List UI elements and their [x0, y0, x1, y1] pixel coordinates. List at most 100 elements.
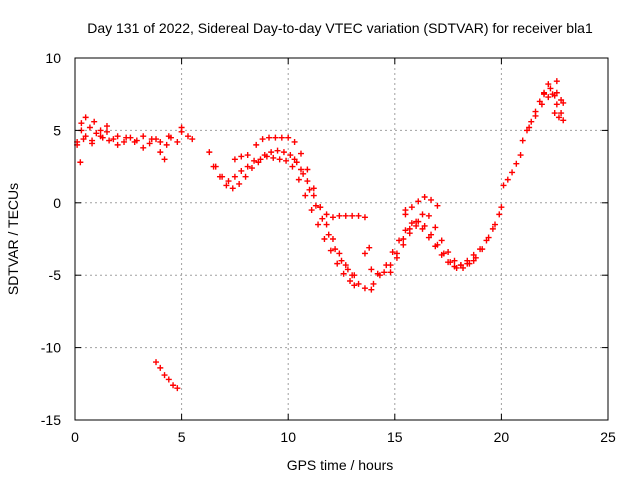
data-point: [278, 134, 285, 141]
data-point: [78, 120, 85, 127]
data-point: [291, 156, 298, 163]
data-point: [140, 133, 147, 140]
data-point: [167, 134, 174, 141]
data-point: [492, 221, 499, 228]
y-axis-label: SDTVAR / TECUs: [5, 183, 21, 295]
data-point: [255, 159, 262, 166]
data-point: [400, 236, 407, 242]
data-point: [323, 211, 330, 218]
data-point: [361, 285, 368, 292]
data-point: [280, 149, 287, 156]
data-point: [500, 182, 507, 189]
series-arc-13: [387, 211, 477, 276]
data-point: [396, 237, 403, 244]
data-point: [421, 222, 428, 229]
y-tick-label: -15: [41, 412, 61, 428]
data-point: [434, 202, 441, 209]
data-point: [425, 212, 432, 219]
series-arc-15: [500, 152, 524, 189]
data-point: [400, 241, 407, 248]
data-point: [323, 221, 330, 228]
data-point: [306, 186, 313, 193]
data-point: [555, 114, 562, 121]
data-point: [251, 157, 258, 164]
data-point: [157, 149, 164, 156]
data-point: [229, 185, 236, 192]
data-point: [332, 246, 339, 253]
series-arc-3: [78, 114, 110, 134]
data-point: [432, 224, 439, 231]
data-point: [291, 138, 298, 145]
data-point: [82, 114, 89, 121]
series-arc-1: [74, 127, 168, 163]
data-point: [489, 225, 496, 232]
data-point: [415, 198, 422, 205]
data-point: [283, 157, 290, 164]
data-point: [300, 170, 307, 177]
series-arc-19: [551, 110, 567, 124]
data-point: [532, 112, 539, 119]
data-point: [174, 138, 181, 145]
series-arc-10: [291, 156, 368, 221]
data-point: [485, 234, 492, 241]
series-arc-2: [74, 133, 172, 151]
data-point: [297, 150, 304, 157]
data-point: [344, 266, 351, 273]
data-point: [206, 149, 213, 156]
data-point: [381, 269, 388, 276]
data-point: [376, 272, 383, 279]
data-point: [526, 124, 533, 131]
data-point: [434, 241, 441, 248]
data-point: [560, 117, 567, 124]
y-tick-label: 5: [53, 122, 61, 138]
data-point: [253, 141, 260, 148]
x-tick-label: 5: [178, 429, 186, 445]
data-point: [406, 230, 413, 237]
data-point: [146, 140, 153, 147]
data-point: [464, 260, 471, 267]
data-point: [310, 185, 317, 192]
data-point: [270, 154, 277, 161]
y-tick-label: -10: [41, 340, 61, 356]
data-point: [319, 215, 326, 222]
data-point: [342, 262, 349, 269]
data-point: [496, 211, 503, 218]
series-arc-6: [206, 149, 358, 289]
data-point: [325, 231, 332, 238]
y-tick-label: 10: [45, 50, 61, 66]
data-point: [428, 231, 435, 238]
series-arc-18: [541, 85, 567, 106]
y-axis-ticks: -15 -10 -5 0 5 10: [41, 50, 608, 428]
data-point: [161, 156, 168, 163]
data-point: [91, 118, 98, 125]
data-point: [174, 385, 181, 392]
data-point: [519, 137, 526, 144]
data-point: [479, 246, 486, 253]
data-point: [402, 227, 409, 234]
data-point: [308, 207, 315, 214]
data-point: [342, 212, 349, 219]
data-point: [244, 163, 251, 170]
data-point: [157, 138, 164, 145]
data-point: [103, 128, 110, 135]
data-point: [413, 218, 420, 225]
y-tick-label: -5: [49, 267, 62, 283]
data-point: [351, 282, 358, 289]
data-point: [547, 85, 554, 92]
data-points: [74, 78, 567, 392]
data-point: [236, 180, 243, 187]
data-point: [366, 244, 373, 251]
x-tick-label: 25: [600, 429, 616, 445]
data-point: [541, 91, 548, 98]
data-point: [419, 211, 426, 218]
data-point: [312, 202, 319, 209]
data-point: [89, 140, 96, 147]
data-point: [272, 134, 279, 141]
data-point: [225, 178, 232, 185]
data-point: [408, 220, 415, 227]
data-point: [368, 286, 375, 293]
data-point: [161, 372, 168, 379]
data-point: [302, 192, 309, 199]
data-point: [114, 133, 121, 140]
data-point: [447, 259, 454, 266]
